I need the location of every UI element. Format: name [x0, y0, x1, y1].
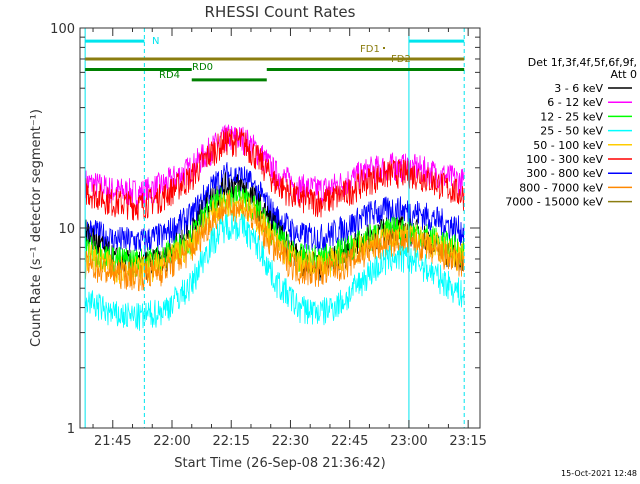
- x-tick-label: 22:30: [272, 434, 309, 449]
- legend-label-50-100-kev: 50 - 100 keV: [533, 139, 603, 152]
- x-tick-label: 22:45: [331, 434, 368, 449]
- legend-label-12-25-kev: 12 - 25 keV: [540, 110, 603, 123]
- legend-label-25-50-kev: 25 - 50 keV: [540, 125, 603, 138]
- state-label-fd1: FD1: [360, 44, 380, 55]
- legend-label-300-800-kev: 300 - 800 keV: [526, 167, 603, 180]
- annotation-layer: N FD1 FD2 RD0 RD4: [84, 28, 465, 428]
- legend-label-100-300-kev: 100 - 300 keV: [526, 153, 603, 166]
- state-label-rd4: RD4: [159, 70, 180, 81]
- x-axis: 21:45 22:00 22:15 22:30 22:45 23:00 23:15: [92, 28, 487, 449]
- render-timestamp: 15-Oct-2021 12:48: [561, 469, 637, 478]
- x-tick-label: 22:15: [212, 434, 249, 449]
- y-axis: 1 10 100: [50, 22, 480, 437]
- legend-label-6-12-kev: 6 - 12 keV: [547, 96, 603, 109]
- legend: Det 1f,3f,4f,5f,6f,9f, Att 0 3 - 6 keV6 …: [505, 56, 637, 209]
- x-tick-label: 23:00: [390, 434, 427, 449]
- y-tick-label: 1: [67, 422, 75, 437]
- series-line-25-50-kev: [85, 213, 465, 331]
- state-label-fd2: FD2: [391, 54, 411, 65]
- series-layer: [85, 124, 465, 331]
- series-line-800-7000-kev: [85, 193, 465, 292]
- x-tick-label: 23:15: [449, 434, 486, 449]
- y-tick-label: 10: [58, 222, 75, 237]
- series-line-100-300-kev: [85, 127, 465, 221]
- fd1-dot-marker: [383, 47, 385, 49]
- legend-header-attenuator: Att 0: [611, 68, 637, 81]
- x-tick-label: 22:00: [153, 434, 190, 449]
- y-tick-label: 100: [50, 22, 75, 37]
- legend-label-800-7000-kev: 800 - 7000 keV: [519, 181, 603, 194]
- legend-label-3-6-kev: 3 - 6 keV: [554, 82, 603, 95]
- state-label-n: N: [152, 36, 159, 47]
- legend-label-7000-15000-kev: 7000 - 15000 keV: [505, 196, 603, 209]
- x-tick-label: 21:45: [94, 434, 131, 449]
- y-axis-label: Count Rate (s⁻¹ detector segment⁻¹): [29, 109, 44, 347]
- legend-header-detectors: Det 1f,3f,4f,5f,6f,9f,: [528, 56, 637, 69]
- chart-title: RHESSI Count Rates: [205, 3, 356, 21]
- state-label-rd0: RD0: [192, 62, 213, 73]
- x-axis-label: Start Time (26-Sep-08 21:36:42): [174, 456, 385, 471]
